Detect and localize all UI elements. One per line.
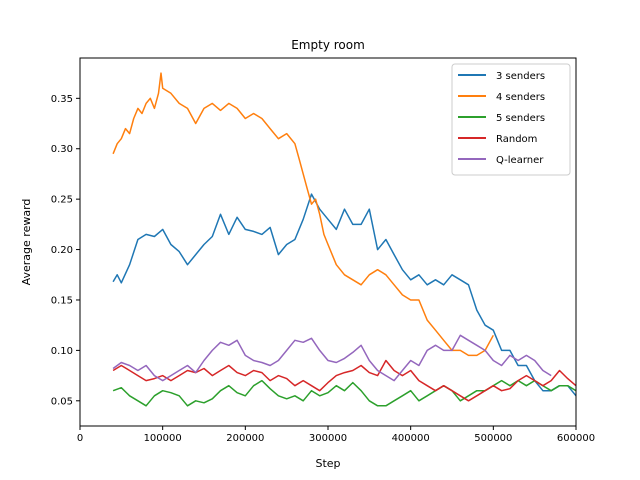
series-line-random bbox=[112, 359, 576, 402]
chart-title: Empty room bbox=[291, 38, 365, 52]
y-tick-label: 0.15 bbox=[51, 295, 73, 306]
x-tick-label: 400000 bbox=[392, 433, 430, 444]
legend: 3 senders 4 senders 5 senders Random Q-learn… bbox=[451, 63, 571, 176]
y-tick-label: 0.25 bbox=[51, 195, 73, 206]
series-line-q-learner bbox=[112, 334, 552, 382]
x-tick-label: 300000 bbox=[309, 433, 347, 444]
x-tick-label: 100000 bbox=[144, 433, 182, 444]
x-tick-label: 200000 bbox=[226, 433, 264, 444]
legend-entry: 3 senders bbox=[496, 71, 545, 82]
legend-entry: Q-learner bbox=[496, 155, 544, 166]
y-tick-label: 0.30 bbox=[51, 144, 73, 155]
legend-entry: Random bbox=[496, 134, 537, 145]
series-line-4-senders bbox=[112, 72, 494, 357]
x-tick-label: 500000 bbox=[474, 433, 512, 444]
series-line-3-senders bbox=[112, 193, 576, 397]
legend-box bbox=[451, 63, 571, 176]
y-tick-label: 0.05 bbox=[51, 396, 73, 407]
y-tick-label: 0.20 bbox=[51, 245, 73, 256]
y-tick-label: 0.10 bbox=[51, 346, 73, 357]
y-axis-label: Average reward bbox=[20, 199, 33, 286]
legend-entry: 5 senders bbox=[496, 113, 545, 124]
legend-entry: 4 senders bbox=[496, 92, 545, 103]
y-tick-label: 0.35 bbox=[51, 94, 73, 105]
x-axis-label: Step bbox=[315, 457, 340, 470]
series-layer bbox=[112, 72, 576, 407]
y-axis: 0.05 0.10 0.15 0.20 0.25 0.30 0.35 bbox=[51, 94, 80, 407]
x-tick-label: 0 bbox=[77, 433, 83, 444]
x-tick-label: 600000 bbox=[557, 433, 595, 444]
series-line-5-senders bbox=[112, 379, 576, 407]
x-axis: 0 100000 200000 300000 400000 500000 600000 bbox=[77, 426, 595, 444]
